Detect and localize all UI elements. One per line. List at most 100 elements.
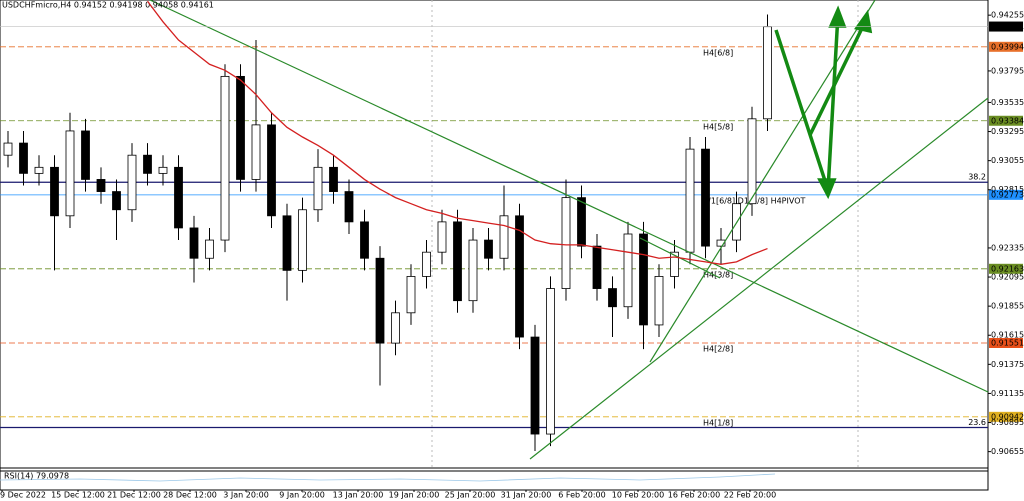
candle-body [685,148,695,253]
candle-body [282,215,292,271]
price-tag [989,189,1023,200]
candle-body [236,75,245,180]
candle-body [608,288,617,308]
candle-body [112,191,121,211]
candle-body [422,251,431,277]
candle-body [96,179,106,192]
candle-body [34,166,44,174]
arrow-head [817,178,837,200]
candle-body [546,288,555,435]
price-tag-label: 0.94161 [991,22,1024,31]
level-label: H4[1/8] [703,418,733,427]
price-tag-label: 0.92773 [991,190,1024,199]
candle-body [174,166,183,229]
moving-average [146,0,768,265]
candle-body [298,209,307,271]
x-tick-label: 22 Feb 20:00 [724,491,776,500]
x-tick-label: 10 Feb 20:00 [612,491,664,500]
candle-body [19,142,28,174]
candle-body [453,221,462,302]
candle-body [267,124,276,217]
x-tick-label: 31 Jan 20:00 [501,491,552,500]
candle-body [360,221,369,259]
price-tag [989,337,1023,348]
chart-title: USDCHFmicro,H4 0.94152 0.94198 0.94058 0… [2,1,214,10]
x-tick-label: 15 Dec 12:00 [51,491,105,500]
y-tick-label: 0.93055 [991,156,1024,165]
candle-body [716,239,726,247]
price-tag [989,411,1023,422]
x-tick-label: 13 Jan 20:00 [333,491,384,500]
candle-body [654,276,664,326]
candles [3,14,772,452]
candle-body [3,142,13,156]
price-tag-label: 0.93994 [991,42,1024,51]
candle-body [592,245,602,289]
price-tag [989,115,1023,126]
candle-body [50,166,59,217]
y-tick-label: 0.92095 [991,273,1024,282]
candle-body [251,124,261,180]
candle-body [391,312,400,344]
x-tick-label: 25 Jan 20:00 [445,491,496,500]
x-tick-label: 19 Jan 20:00 [389,491,440,500]
candle-body [623,233,633,308]
candle-body [639,233,648,326]
fib-label: 38.2 [968,173,986,182]
x-tick-label: 3 Jan 20:00 [223,491,269,500]
candle-body [499,215,509,259]
y-tick-label: 0.92335 [991,243,1024,252]
candle-body [515,215,524,338]
level-label: H4[6/8] [703,48,733,57]
x-tick-label: 6 Feb 20:00 [558,491,605,500]
plot-frame [0,0,989,491]
y-tick-label: 0.93295 [991,127,1024,136]
y-tick-label: 0.91615 [991,331,1024,340]
candle-body [220,75,230,241]
price-tag-label: 0.92163 [991,264,1024,273]
candle-body [329,166,338,192]
candle-body [344,191,354,223]
y-tick-label: 0.90655 [991,447,1024,456]
candle-body [747,118,757,205]
drawings [149,0,989,460]
candle-body [763,26,772,120]
candle-body [65,130,75,217]
y-tick-label: 0.92815 [991,185,1024,194]
price-tag [989,263,1023,274]
y-tick-label: 0.91135 [991,389,1024,398]
candle-body [158,166,168,174]
level-label: H4[5/8] [703,122,733,131]
y-tick-label: 0.94255 [991,11,1024,20]
candle-body [81,130,90,180]
candle-body [468,239,478,302]
candle-body [143,154,152,174]
fib-label: 23.6 [968,418,986,427]
x-tick-label: 28 Dec 12:00 [163,491,217,500]
price-tag-label: 0.91551 [991,338,1024,347]
trendline [529,97,989,460]
price-tag [989,21,1023,32]
candle-body [313,166,323,211]
price-tag [989,41,1023,52]
x-tick-label: 9 Jan 20:00 [279,491,325,500]
y-tick-label: 0.91855 [991,302,1024,311]
candle-body [189,227,199,259]
x-tick-label: 9 Dec 2022 [0,491,46,500]
candle-body [437,221,447,253]
price-tag-label: 0.93384 [991,116,1024,125]
price-tag-label: 0.90942 [991,412,1024,421]
trendline [149,0,989,393]
candle-body [484,239,493,259]
x-tick-label: 16 Feb 20:00 [668,491,720,500]
level-label: H4[3/8] [703,270,733,279]
y-tick-label: 0.93795 [991,66,1024,75]
candle-body [577,197,586,247]
candle-body [205,239,214,259]
candle-body [561,197,571,289]
y-tick-label: 0.90895 [991,418,1024,427]
level-label: H4[2/8] [703,344,733,353]
y-tick-label: 0.91375 [991,360,1024,369]
trendline [649,0,876,363]
